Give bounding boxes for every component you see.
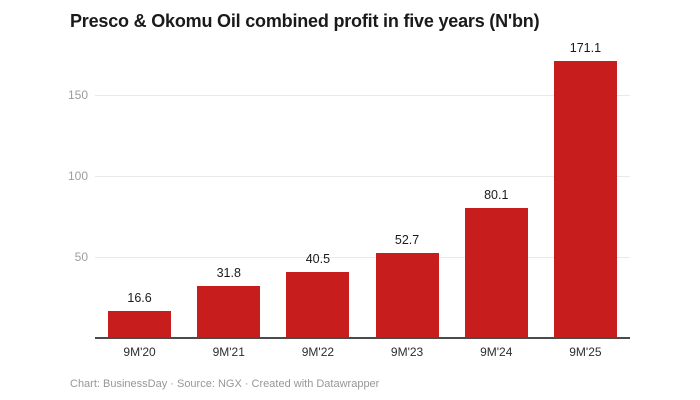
bar (286, 272, 350, 338)
gridline (95, 176, 630, 177)
x-axis-tick-label: 9M'20 (123, 345, 156, 359)
y-axis-tick-label: 50 (74, 250, 88, 264)
x-axis-tick-label: 9M'24 (480, 345, 513, 359)
bar-value-label: 40.5 (305, 252, 331, 267)
gridline (95, 257, 630, 258)
bar-value-label: 80.1 (484, 188, 509, 203)
x-axis-line (95, 337, 630, 339)
x-axis-tick-label: 9M'23 (390, 345, 424, 359)
bar-value-label: 52.7 (394, 232, 420, 247)
y-axis-tick-label: 100 (67, 169, 88, 183)
bar-value-label: 171.1 (569, 40, 602, 55)
x-axis-tick-label: 9M'22 (301, 345, 335, 359)
bar (375, 252, 439, 338)
bar (108, 311, 172, 338)
y-axis-tick-label: 150 (67, 88, 88, 102)
gridline (95, 95, 630, 96)
chart-title: Presco & Okomu Oil combined profit in fi… (70, 11, 540, 31)
bar (553, 60, 617, 338)
bar-value-label: 16.6 (127, 291, 152, 306)
bar (197, 286, 261, 338)
x-axis-tick-label: 9M'21 (212, 345, 245, 359)
bar (464, 208, 528, 338)
attribution-line: Chart: BusinessDay · Source: NGX · Creat… (70, 378, 380, 390)
x-axis-tick-label: 9M'25 (569, 345, 602, 359)
bar-value-label: 31.8 (216, 266, 241, 281)
